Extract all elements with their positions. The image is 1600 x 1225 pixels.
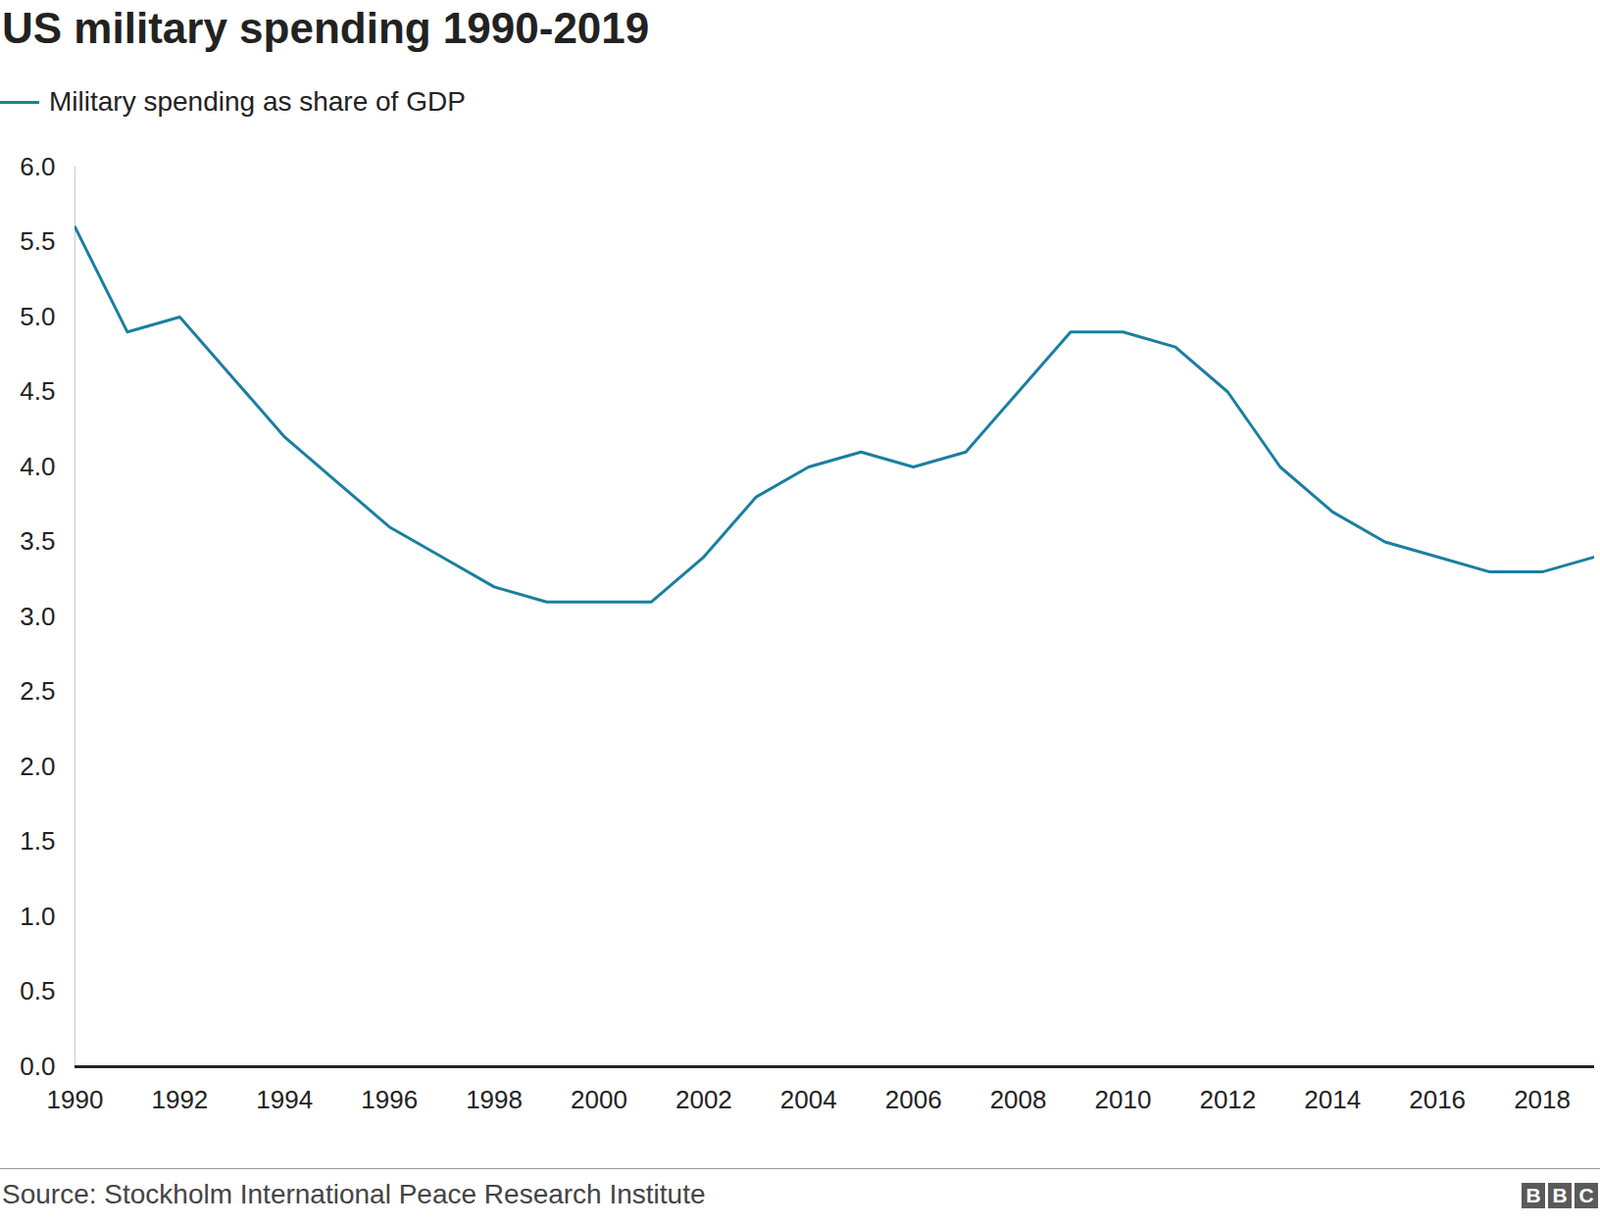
- svg-text:3.5: 3.5: [19, 526, 55, 556]
- svg-text:2.5: 2.5: [19, 676, 55, 706]
- svg-text:4.5: 4.5: [19, 376, 55, 406]
- svg-text:2004: 2004: [780, 1085, 838, 1115]
- svg-text:5.5: 5.5: [19, 226, 55, 256]
- svg-text:1994: 1994: [255, 1085, 313, 1115]
- svg-text:1.0: 1.0: [19, 901, 55, 932]
- svg-text:2006: 2006: [885, 1085, 943, 1115]
- svg-text:1996: 1996: [360, 1085, 418, 1115]
- svg-text:2018: 2018: [1513, 1085, 1571, 1115]
- svg-text:2014: 2014: [1303, 1085, 1361, 1115]
- svg-text:3.0: 3.0: [19, 601, 55, 632]
- svg-text:1992: 1992: [150, 1085, 208, 1115]
- html-text:C: C: [1578, 1184, 1594, 1207]
- svg-text:2000: 2000: [570, 1085, 628, 1115]
- svg-text:1998: 1998: [465, 1085, 523, 1115]
- html-text:Source: Stockholm Internationa: Source: Stockholm International Peace Re…: [1, 1179, 706, 1210]
- svg-text:0.0: 0.0: [19, 1051, 55, 1082]
- svg-text:2008: 2008: [990, 1085, 1048, 1115]
- svg-text:4.0: 4.0: [19, 451, 55, 482]
- svg-text:0.5: 0.5: [19, 976, 55, 1006]
- html-text:US military spending 1990-2019: US military spending 1990-2019: [1, 3, 650, 52]
- html-text:B: B: [1552, 1184, 1568, 1207]
- html-text:Military spending as share of: Military spending as share of GDP: [49, 86, 466, 117]
- svg-text:1990: 1990: [47, 1085, 104, 1115]
- svg-text:2010: 2010: [1095, 1085, 1152, 1115]
- svg-text:5.0: 5.0: [19, 301, 55, 332]
- svg-text:2012: 2012: [1199, 1085, 1256, 1115]
- svg-text:2002: 2002: [675, 1085, 733, 1115]
- svg-text:1.5: 1.5: [19, 826, 55, 856]
- html-text:B: B: [1525, 1184, 1541, 1207]
- svg-text:6.0: 6.0: [19, 151, 55, 182]
- svg-text:2.0: 2.0: [19, 751, 55, 782]
- svg-text:2016: 2016: [1408, 1085, 1466, 1115]
